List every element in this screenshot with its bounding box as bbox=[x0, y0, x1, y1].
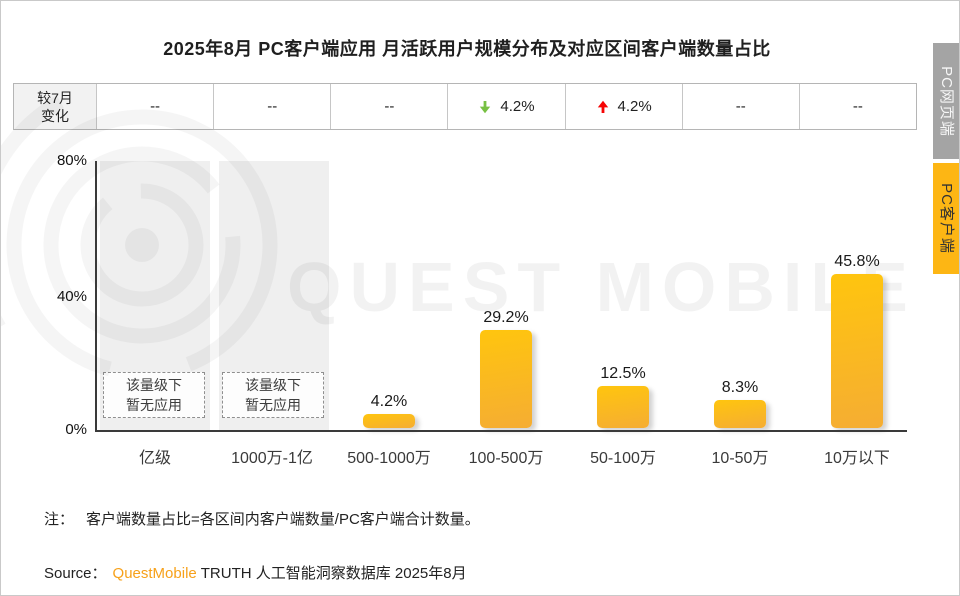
bar-group-500-1000w: 4.2% bbox=[363, 393, 415, 428]
mom-change-table: 较7月 变化 -- -- -- 4.2% 4.2% -- -- bbox=[13, 83, 917, 130]
change-cell-1000w-1yi: -- bbox=[214, 84, 332, 129]
no-app-text-line1: 该量级下 bbox=[245, 377, 301, 393]
change-cell-10w-below: -- bbox=[800, 84, 916, 129]
change-value: -- bbox=[852, 98, 863, 115]
footnote: 注： 客户端数量占比=各区间内客户端数量/PC客户端合计数量。 bbox=[44, 508, 480, 529]
no-app-band: 该量级下 暂无应用 bbox=[219, 161, 329, 430]
bar-50-100w bbox=[597, 386, 649, 428]
bar-500-1000w bbox=[363, 414, 415, 428]
tab-pc-client-label: PC客户端 bbox=[937, 183, 955, 254]
category-label-500-1000w: 500-1000万 bbox=[347, 450, 431, 467]
change-cell-10-50w: -- bbox=[683, 84, 800, 129]
no-app-text-line1: 该量级下 bbox=[126, 377, 182, 393]
change-value: 4.2% bbox=[500, 98, 535, 115]
no-app-text-line2: 暂无应用 bbox=[126, 397, 182, 413]
bar-value-label: 12.5% bbox=[600, 365, 646, 382]
no-app-box: 该量级下 暂无应用 bbox=[103, 372, 205, 418]
page-title: 2025年8月 PC客户端应用 月活跃用户规模分布及对应区间客户端数量占比 bbox=[163, 39, 771, 59]
footnote-prefix: 注： bbox=[44, 511, 75, 528]
bar-group-100-500w: 29.2% bbox=[480, 309, 532, 428]
bar-100-500w bbox=[480, 330, 532, 428]
change-cell-50-100w: 4.2% bbox=[566, 84, 683, 129]
arrow-up-icon bbox=[597, 100, 608, 113]
change-value: -- bbox=[384, 98, 395, 115]
watermark-text: QUEST MOBILE bbox=[287, 248, 916, 326]
no-app-box: 该量级下 暂无应用 bbox=[222, 372, 324, 418]
tab-pc-web[interactable]: PC网页端 bbox=[933, 43, 959, 159]
bar-value-label: 45.8% bbox=[834, 253, 880, 270]
category-label-100-500w: 100-500万 bbox=[468, 450, 544, 467]
category-label-yiji: 亿级 bbox=[138, 450, 171, 467]
change-value: -- bbox=[150, 98, 161, 115]
bar-10-50w bbox=[714, 400, 766, 428]
y-tick-40: 40% bbox=[56, 288, 87, 305]
bar-group-50-100w: 12.5% bbox=[597, 365, 649, 428]
category-label-1000w-1yi: 1000万-1亿 bbox=[231, 450, 313, 467]
mom-change-header: 较7月 变化 bbox=[14, 84, 97, 129]
no-app-band: 该量级下 暂无应用 bbox=[100, 161, 210, 430]
change-cell-100-500w: 4.2% bbox=[448, 84, 566, 129]
change-value: 4.2% bbox=[617, 98, 652, 115]
source-prefix: Source： bbox=[44, 565, 107, 582]
bar-value-label: 29.2% bbox=[483, 309, 529, 326]
mom-change-header-line2: 变化 bbox=[41, 107, 69, 124]
tab-pc-web-label: PC网页端 bbox=[937, 65, 955, 137]
source-brand: QuestMobile bbox=[112, 565, 197, 582]
change-value: -- bbox=[267, 98, 278, 115]
bar-value-label: 4.2% bbox=[370, 393, 408, 410]
category-label-50-100w: 50-100万 bbox=[590, 450, 656, 467]
no-app-text-line2: 暂无应用 bbox=[245, 397, 301, 413]
x-axis-line bbox=[95, 430, 907, 432]
tab-pc-client[interactable]: PC客户端 bbox=[933, 163, 959, 274]
change-cell-500-1000w: -- bbox=[331, 84, 449, 129]
change-value: -- bbox=[735, 98, 746, 115]
bar-10w-below bbox=[831, 274, 883, 428]
source-line: Source： QuestMobile TRUTH 人工智能洞察数据库 2025年8… bbox=[44, 562, 467, 583]
change-cell-yiji: -- bbox=[97, 84, 215, 129]
footnote-body: 客户端数量占比=各区间内客户端数量/PC客户端合计数量。 bbox=[86, 511, 480, 528]
y-tick-80: 80% bbox=[56, 152, 87, 169]
bar-group-10w-below: 45.8% bbox=[831, 253, 883, 428]
arrow-down-icon bbox=[480, 100, 491, 113]
y-tick-0: 0% bbox=[65, 421, 87, 438]
category-label-10w-below: 10万以下 bbox=[824, 450, 890, 467]
bar-value-label: 8.3% bbox=[721, 379, 759, 396]
y-axis-line bbox=[95, 161, 97, 432]
mom-change-header-line1: 较7月 bbox=[37, 89, 73, 106]
source-suffix: TRUTH 人工智能洞察数据库 2025年8月 bbox=[200, 565, 467, 582]
category-label-10-50w: 10-50万 bbox=[711, 450, 769, 467]
bar-group-10-50w: 8.3% bbox=[714, 379, 766, 428]
